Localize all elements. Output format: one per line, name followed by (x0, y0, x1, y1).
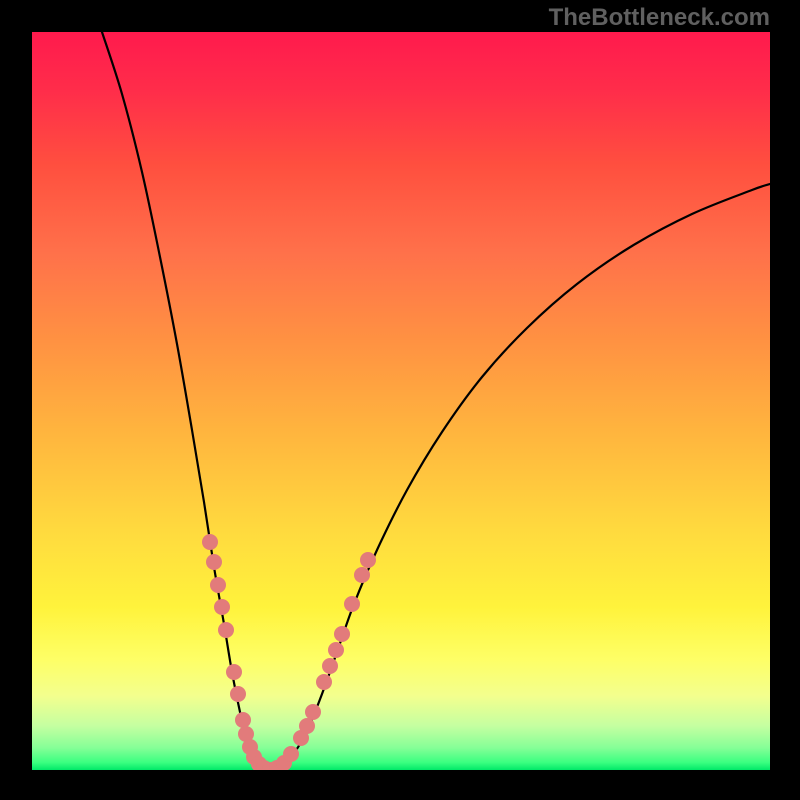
data-point (230, 686, 246, 702)
data-point (334, 626, 350, 642)
data-point (226, 664, 242, 680)
data-point (210, 577, 226, 593)
data-point (202, 534, 218, 550)
chart-container: TheBottleneck.com (0, 0, 800, 800)
data-point (354, 567, 370, 583)
gradient-background (32, 32, 770, 770)
data-point (206, 554, 222, 570)
data-point (360, 552, 376, 568)
data-point (283, 746, 299, 762)
data-point (214, 599, 230, 615)
data-point (218, 622, 234, 638)
data-point (322, 658, 338, 674)
data-point (235, 712, 251, 728)
data-point (344, 596, 360, 612)
watermark-text: TheBottleneck.com (549, 4, 770, 32)
plot-svg (32, 32, 770, 770)
data-point (316, 674, 332, 690)
data-point (305, 704, 321, 720)
data-point (299, 718, 315, 734)
data-point (328, 642, 344, 658)
plot-area (32, 32, 770, 770)
